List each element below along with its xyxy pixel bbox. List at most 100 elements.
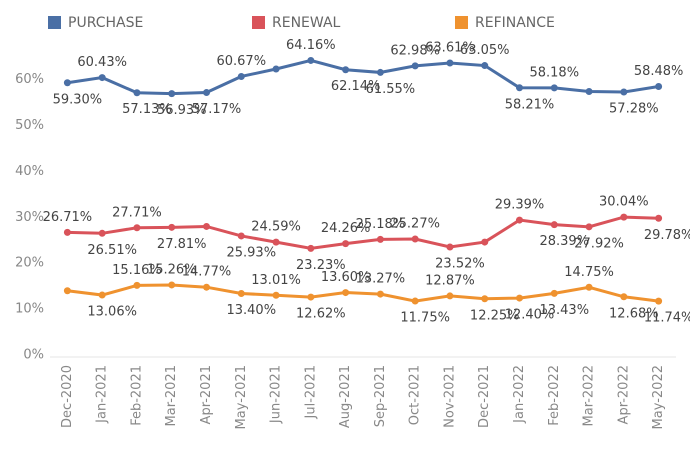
x-tick-label: May-2021 [234,365,249,429]
data-label: 26.51% [87,243,137,258]
data-point [272,238,280,246]
legend-label: RENEWAL [272,15,341,31]
x-tick-label: Jan-2022 [512,365,527,424]
x-tick-label: Mar-2021 [164,365,179,426]
data-point [620,213,628,221]
data-label: 12.25% [470,308,520,323]
data-label: 26.71% [43,210,93,225]
data-point [237,72,245,80]
data-point [516,84,523,92]
x-tick-label: May-2022 [651,365,666,429]
data-label: 57.28% [609,102,659,117]
data-point [237,289,245,297]
data-point [376,68,384,76]
legend-label: PURCHASE [68,15,143,31]
x-tick-label: Aug-2021 [338,365,353,428]
data-point [655,297,663,305]
data-label: 25.93% [226,245,276,260]
series-line [67,58,659,96]
y-tick-label: 30% [15,210,44,225]
data-point [168,90,176,98]
data-label: 13.40% [226,303,276,318]
x-tick-label: Apr-2022 [616,365,631,424]
data-label: 62.98% [390,43,440,58]
data-point [446,243,454,251]
data-point [272,291,280,299]
data-label: 25.18% [356,217,406,232]
data-label: 13.43% [539,303,589,318]
x-tick-label: Jul-2021 [303,365,318,419]
data-point [411,62,419,70]
data-point [481,62,489,70]
x-tick-label: Dec-2020 [60,365,75,428]
data-label: 13.01% [251,273,301,288]
data-label: 11.74% [644,311,690,326]
data-point [516,216,523,224]
data-point [585,87,593,95]
data-label: 58.18% [529,65,579,80]
data-point [342,289,350,297]
data-point [516,294,523,302]
data-point [63,228,71,236]
data-label: 62.14% [331,79,381,94]
data-point [655,83,663,91]
x-tick-label: Dec-2021 [477,365,492,428]
data-label: 14.77% [182,265,232,280]
series-line [67,283,659,303]
data-point [411,297,419,305]
data-point [342,66,350,74]
legend-swatch [48,16,61,29]
data-point [237,232,245,240]
data-point [446,292,454,300]
y-tick-label: 60% [15,72,44,87]
data-point [307,244,315,252]
data-label: 23.52% [435,257,485,272]
data-point [481,238,489,246]
data-label: 14.75% [564,265,614,280]
y-tick-label: 20% [15,256,44,271]
data-point [133,89,141,97]
data-label: 64.16% [286,38,336,53]
data-label: 13.06% [87,305,137,320]
data-label: 24.59% [251,220,301,235]
data-label: 27.81% [157,237,207,252]
data-label: 23.23% [296,258,346,273]
data-label: 11.75% [400,311,450,326]
y-tick-label: 10% [15,302,44,317]
data-point [63,287,71,295]
data-label: 58.21% [505,97,555,112]
x-tick-label: Feb-2022 [547,365,562,426]
x-tick-label: Jan-2021 [95,365,110,424]
legend-label: REFINANCE [475,15,555,31]
data-label: 24.26% [321,221,371,236]
data-point [307,56,315,64]
data-label: 29.39% [495,198,545,213]
data-label: 57.17% [192,102,242,117]
data-point [168,281,176,289]
data-point [133,281,141,289]
data-point [655,214,663,222]
data-point [98,229,106,237]
data-label: 28.39% [539,234,589,249]
data-point [203,283,210,291]
data-point [307,293,315,301]
x-tick-label: Sep-2021 [373,365,388,427]
x-tick-label: Mar-2022 [582,365,597,426]
series-line [67,215,659,250]
x-tick-label: Jun-2021 [269,365,284,424]
data-label: 56.93% [157,103,207,118]
x-tick-label: Apr-2021 [199,365,214,424]
data-label: 59.30% [53,92,103,107]
data-label: 29.78% [644,228,690,243]
x-tick-label: Nov-2021 [442,365,457,428]
y-tick-label: 40% [15,164,44,179]
data-point [620,88,628,96]
data-label: 61.55% [366,82,416,97]
data-label: 12.62% [296,307,346,322]
x-tick-label: Feb-2021 [129,365,144,426]
data-label: 60.67% [216,54,266,69]
data-label: 63.61% [425,40,475,55]
data-point [168,223,176,231]
data-point [481,295,489,303]
